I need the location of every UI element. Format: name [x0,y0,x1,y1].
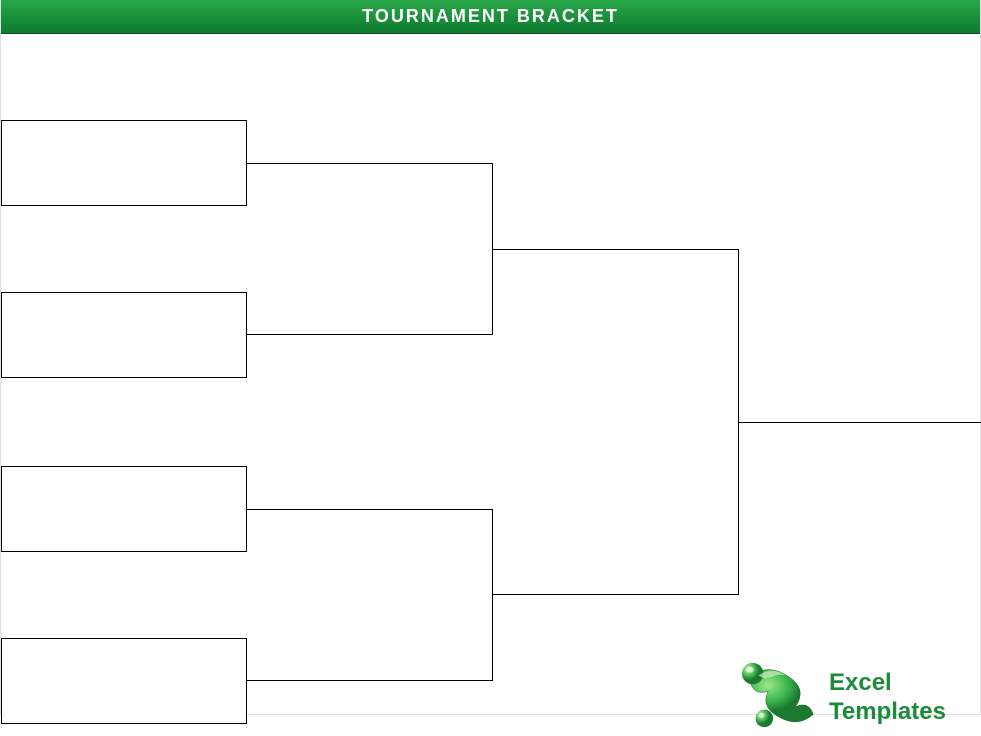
r1-slot-1 [1,120,247,206]
r2-bracket-1 [247,163,493,335]
final-line [739,422,981,423]
branding-text: Excel Templates [829,669,946,727]
r1-slot-3 [1,466,247,552]
branding-line1: Excel [829,669,946,698]
branding: Excel Templates [739,659,946,736]
r1-slot-2 [1,292,247,378]
r3-bracket-1 [493,249,739,595]
r1-slot-4 [1,638,247,724]
branding-line2: Templates [829,698,946,727]
bracket-diagram: Excel Templates [1,34,980,714]
excel-icon [739,659,817,736]
header-title: TOURNAMENT BRACKET [362,6,619,27]
r2-bracket-2 [247,509,493,681]
header-bar: TOURNAMENT BRACKET [1,0,980,34]
